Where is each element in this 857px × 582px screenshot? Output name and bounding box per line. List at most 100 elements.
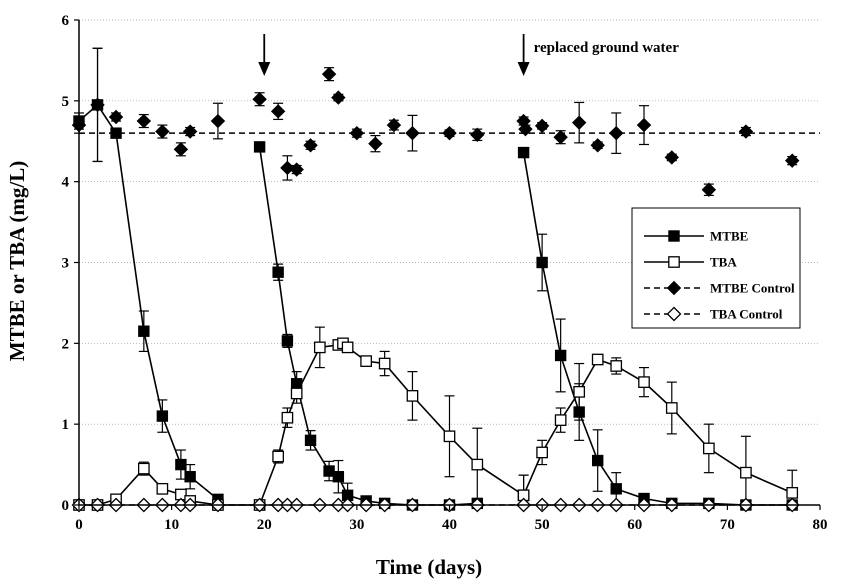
data-point bbox=[175, 458, 187, 471]
y-tick-label: 2 bbox=[62, 336, 70, 352]
data-point bbox=[136, 113, 152, 129]
data-point bbox=[155, 124, 170, 139]
legend-label: MTBE Control bbox=[710, 281, 795, 296]
data-point bbox=[590, 138, 605, 153]
data-point bbox=[272, 450, 284, 463]
data-point bbox=[536, 446, 548, 459]
legend-label: MTBE bbox=[710, 229, 748, 244]
data-point bbox=[609, 125, 624, 141]
data-point bbox=[138, 325, 150, 337]
series-line bbox=[522, 358, 793, 496]
data-point bbox=[110, 127, 122, 139]
x-tick-label: 40 bbox=[442, 517, 457, 533]
data-point bbox=[553, 130, 568, 145]
data-point bbox=[184, 471, 196, 483]
data-point bbox=[740, 466, 752, 479]
data-point bbox=[785, 153, 800, 168]
legend-marker bbox=[666, 306, 682, 322]
series-layer bbox=[71, 47, 800, 513]
data-point bbox=[405, 125, 420, 141]
annotation-arrowhead bbox=[258, 62, 271, 76]
data-point bbox=[554, 414, 567, 426]
data-point bbox=[470, 127, 485, 142]
series-line bbox=[522, 152, 793, 506]
axes bbox=[74, 19, 821, 510]
data-point bbox=[610, 360, 623, 372]
data-point bbox=[534, 118, 550, 134]
data-point bbox=[591, 353, 604, 366]
x-axis-title: Time (days) bbox=[376, 555, 482, 579]
series-mtbe-control bbox=[71, 47, 800, 197]
legend-label: TBA bbox=[710, 255, 737, 270]
data-point bbox=[182, 124, 198, 139]
data-point bbox=[573, 385, 586, 398]
y-tick-label: 5 bbox=[62, 94, 70, 110]
y-tick-label: 0 bbox=[62, 498, 70, 514]
data-point bbox=[281, 335, 294, 347]
data-point bbox=[360, 355, 372, 367]
data-point bbox=[252, 92, 267, 107]
x-tick-label: 20 bbox=[257, 517, 272, 533]
data-point bbox=[272, 266, 284, 278]
data-point bbox=[331, 90, 346, 105]
data-point bbox=[321, 66, 337, 82]
y-tick-label: 6 bbox=[62, 13, 70, 29]
x-tick-label: 10 bbox=[164, 517, 179, 533]
data-point bbox=[280, 160, 295, 176]
data-point bbox=[108, 109, 124, 125]
data-point bbox=[517, 146, 530, 159]
data-point bbox=[253, 141, 266, 153]
data-point bbox=[281, 411, 294, 424]
data-point bbox=[313, 341, 326, 354]
data-point bbox=[173, 142, 189, 157]
annotation-label: replaced ground water bbox=[534, 40, 680, 56]
data-point bbox=[536, 256, 548, 269]
data-point bbox=[554, 349, 567, 362]
data-point bbox=[701, 182, 717, 197]
x-tick-label: 60 bbox=[627, 517, 642, 533]
x-tick-label: 80 bbox=[813, 517, 828, 533]
data-point bbox=[304, 434, 317, 447]
series-line bbox=[78, 103, 219, 500]
y-tick-label: 1 bbox=[62, 417, 70, 433]
legend-box bbox=[631, 207, 801, 329]
data-point bbox=[786, 487, 799, 499]
data-point bbox=[156, 410, 169, 422]
data-point bbox=[289, 162, 304, 177]
x-tick-label: 70 bbox=[720, 517, 735, 533]
series-line bbox=[258, 146, 478, 506]
data-point bbox=[664, 150, 680, 165]
data-point bbox=[518, 121, 533, 137]
data-point bbox=[442, 125, 457, 141]
data-point bbox=[341, 341, 354, 354]
annotations: replaced ground water bbox=[258, 34, 679, 76]
data-point bbox=[738, 124, 754, 139]
data-point bbox=[703, 442, 715, 455]
data-point bbox=[210, 113, 226, 129]
data-point bbox=[303, 138, 318, 153]
data-point bbox=[592, 454, 604, 467]
gridlines bbox=[79, 19, 820, 425]
legend-label: TBA Control bbox=[710, 307, 783, 322]
data-point bbox=[137, 462, 150, 475]
data-point bbox=[386, 117, 402, 133]
series-line bbox=[79, 342, 525, 506]
x-tick-label: 50 bbox=[535, 517, 550, 533]
y-axis-title: MTBE or TBA (mg/L) bbox=[5, 161, 29, 362]
data-point bbox=[406, 390, 419, 402]
x-tick-label: 0 bbox=[75, 517, 83, 533]
y-tick-label: 4 bbox=[62, 175, 70, 191]
data-point bbox=[636, 117, 652, 133]
data-point bbox=[290, 387, 303, 400]
data-point bbox=[368, 136, 383, 151]
x-tick-label: 30 bbox=[349, 517, 364, 533]
data-point bbox=[156, 482, 169, 495]
data-point bbox=[471, 458, 484, 471]
data-point bbox=[443, 430, 456, 443]
data-point bbox=[349, 125, 365, 141]
data-point bbox=[638, 376, 650, 388]
data-point bbox=[571, 115, 587, 130]
data-point bbox=[610, 483, 622, 495]
legend-marker bbox=[668, 256, 680, 268]
